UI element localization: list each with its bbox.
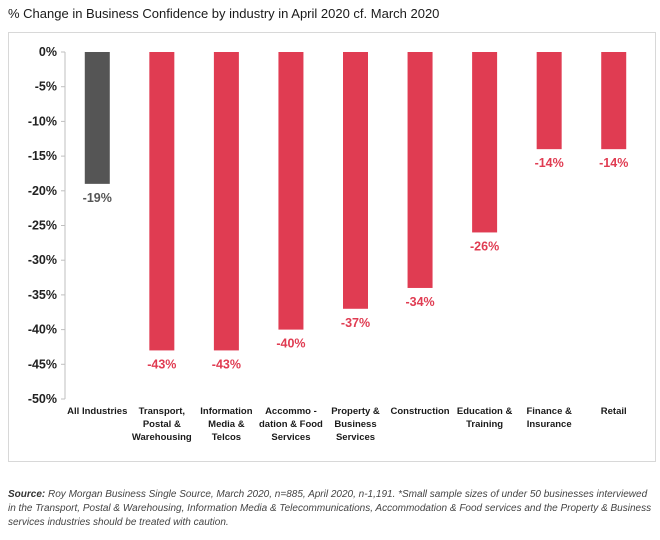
data-label: -34% bbox=[405, 295, 434, 309]
source-label: Source: bbox=[8, 489, 46, 500]
x-category-label: Media & bbox=[208, 419, 245, 430]
data-label: -43% bbox=[147, 357, 176, 371]
x-category-label: dation & Food bbox=[259, 419, 323, 430]
x-category-label: Training bbox=[466, 419, 503, 430]
x-category-label: Finance & bbox=[526, 406, 572, 417]
y-tick-label: -5% bbox=[35, 80, 57, 94]
bar bbox=[536, 52, 562, 150]
x-category-label: Construction bbox=[391, 406, 450, 417]
y-tick-label: -25% bbox=[28, 219, 57, 233]
x-category-label: Postal & bbox=[143, 419, 181, 430]
bar bbox=[213, 52, 239, 351]
data-label: -19% bbox=[83, 191, 112, 205]
x-category-label: Warehousing bbox=[132, 432, 192, 443]
y-tick-label: -50% bbox=[28, 392, 57, 406]
x-category-label: Business bbox=[334, 419, 376, 430]
x-category-label: Retail bbox=[601, 406, 627, 417]
y-tick-label: -45% bbox=[28, 357, 57, 371]
chart-title: % Change in Business Confidence by indus… bbox=[8, 6, 440, 21]
y-tick-label: -30% bbox=[28, 253, 57, 267]
data-label: -14% bbox=[535, 156, 564, 170]
y-tick-label: -10% bbox=[28, 114, 57, 128]
y-tick-label: 0% bbox=[39, 45, 57, 59]
bar bbox=[278, 52, 304, 330]
x-category-label: Information bbox=[200, 406, 252, 417]
chart-frame bbox=[8, 32, 656, 462]
data-label: -40% bbox=[276, 337, 305, 351]
x-category-label: Accommo - bbox=[265, 406, 317, 417]
x-category-label: Property & bbox=[331, 406, 380, 417]
source-text: Roy Morgan Business Single Source, March… bbox=[8, 489, 652, 528]
data-label: -14% bbox=[599, 156, 628, 170]
x-category-label: Services bbox=[336, 432, 375, 443]
data-label: -43% bbox=[212, 357, 241, 371]
y-tick-label: -40% bbox=[28, 323, 57, 337]
bar bbox=[601, 52, 627, 150]
bar bbox=[343, 52, 368, 309]
data-label: -37% bbox=[341, 316, 370, 330]
bar bbox=[149, 52, 175, 351]
bar bbox=[472, 52, 498, 233]
bar bbox=[407, 52, 433, 288]
source-footnote: Source: Roy Morgan Business Single Sourc… bbox=[8, 488, 652, 530]
x-category-label: Transport, bbox=[139, 406, 185, 417]
x-category-label: Education & bbox=[457, 406, 513, 417]
x-category-label: Services bbox=[271, 432, 310, 443]
y-tick-label: -15% bbox=[28, 149, 57, 163]
data-label: -26% bbox=[470, 239, 499, 253]
x-category-label: Telcos bbox=[212, 432, 241, 443]
y-tick-label: -35% bbox=[28, 288, 57, 302]
x-category-label: All Industries bbox=[67, 406, 127, 417]
x-category-label: Insurance bbox=[527, 419, 572, 430]
bar-chart: 0% -5% -10% -15% -20% -25% -30% -35% -40% -45% -50… bbox=[28, 45, 629, 443]
y-tick-label: -20% bbox=[28, 184, 57, 198]
bar bbox=[84, 52, 110, 184]
